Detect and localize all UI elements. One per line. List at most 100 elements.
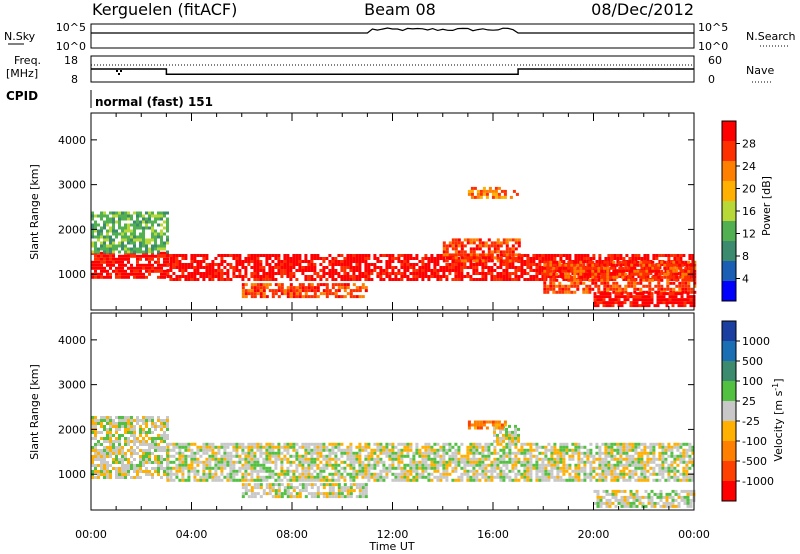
data-cell: [280, 263, 284, 266]
data-cell: [691, 457, 695, 461]
data-cell: [289, 266, 293, 269]
data-cell: [655, 478, 659, 482]
data-cell: [298, 266, 302, 269]
data-cell: [562, 472, 566, 476]
data-cell: [193, 472, 197, 476]
data-cell: [538, 457, 542, 461]
data-cell: [127, 241, 130, 245]
data-cell: [289, 278, 293, 281]
data-cell: [163, 226, 166, 230]
data-cell: [106, 455, 109, 458]
data-cell: [451, 478, 455, 482]
data-cell: [100, 244, 103, 248]
colorbar-tick-label: 20: [742, 183, 756, 196]
data-cell: [304, 472, 308, 476]
data-cell: [307, 260, 311, 263]
data-cell: [610, 457, 614, 461]
data-cell: [367, 263, 371, 266]
data-cell: [523, 260, 527, 263]
data-cell: [100, 452, 103, 455]
data-cell: [467, 192, 471, 196]
data-cell: [217, 460, 221, 464]
data-cell: [614, 301, 618, 305]
data-cell: [532, 263, 536, 266]
data-cell: [181, 266, 185, 269]
data-cell: [103, 244, 106, 248]
data-cell: [678, 284, 682, 288]
data-cell: [598, 257, 602, 260]
data-cell: [241, 286, 245, 290]
data-cell: [181, 472, 185, 476]
data-cell: [196, 278, 200, 281]
data-cell: [289, 475, 293, 479]
data-cell: [307, 445, 311, 449]
data-cell: [100, 254, 103, 258]
data-cell: [502, 460, 506, 464]
data-cell: [508, 424, 511, 428]
data-cell: [112, 269, 115, 273]
data-cell: [571, 478, 575, 482]
data-cell: [667, 445, 671, 449]
data-cell: [679, 451, 683, 455]
data-cell: [142, 226, 145, 230]
data-cell: [632, 504, 636, 508]
data-cell: [570, 266, 574, 270]
data-cell: [679, 478, 683, 482]
data-cell: [562, 451, 566, 455]
data-cell: [646, 445, 650, 449]
data-cell: [247, 460, 251, 464]
data-cell: [223, 457, 227, 461]
data-cell: [322, 469, 326, 473]
data-cell: [376, 257, 380, 260]
data-cell: [298, 263, 302, 266]
data-cell: [669, 281, 673, 285]
data-cell: [482, 420, 486, 424]
data-cell: [406, 257, 410, 260]
data-cell: [651, 269, 655, 273]
data-cell: [373, 263, 377, 266]
data-cell: [484, 475, 488, 479]
data-cell: [672, 260, 676, 264]
colorbar-swatch: [722, 161, 736, 181]
data-cell: [250, 442, 254, 446]
data-cell: [463, 253, 467, 257]
data-cell: [112, 257, 115, 261]
data-cell: [409, 457, 413, 461]
data-cell: [635, 295, 639, 299]
data-cell: [406, 478, 410, 482]
data-cell: [127, 226, 130, 230]
data-cell: [633, 260, 637, 264]
data-cell: [118, 443, 121, 446]
data-cell: [226, 463, 230, 467]
data-cell: [682, 460, 686, 464]
data-cell: [445, 448, 449, 452]
data-cell: [631, 457, 635, 461]
data-cell: [559, 466, 563, 470]
data-cell: [355, 454, 359, 458]
data-cell: [364, 469, 368, 473]
data-cell: [505, 278, 509, 281]
data-cell: [142, 422, 145, 425]
data-cell: [304, 451, 308, 455]
data-cell: [163, 434, 166, 437]
data-cell: [154, 238, 157, 242]
data-cell: [622, 472, 626, 476]
data-cell: [121, 467, 124, 470]
data-cell: [244, 460, 248, 464]
data-cell: [160, 437, 163, 440]
data-cell: [274, 445, 278, 449]
data-cell: [148, 461, 151, 464]
data-cell: [430, 451, 434, 455]
data-cell: [598, 263, 602, 266]
data-cell: [668, 495, 672, 499]
data-cell: [668, 301, 672, 305]
data-cell: [148, 416, 151, 419]
data-cell: [94, 235, 97, 239]
data-cell: [644, 295, 648, 299]
data-cell: [124, 440, 127, 443]
data-cell: [476, 423, 480, 427]
data-cell: [202, 469, 206, 473]
data-cell: [352, 257, 356, 260]
data-cell: [526, 266, 530, 269]
data-cell: [391, 278, 395, 281]
